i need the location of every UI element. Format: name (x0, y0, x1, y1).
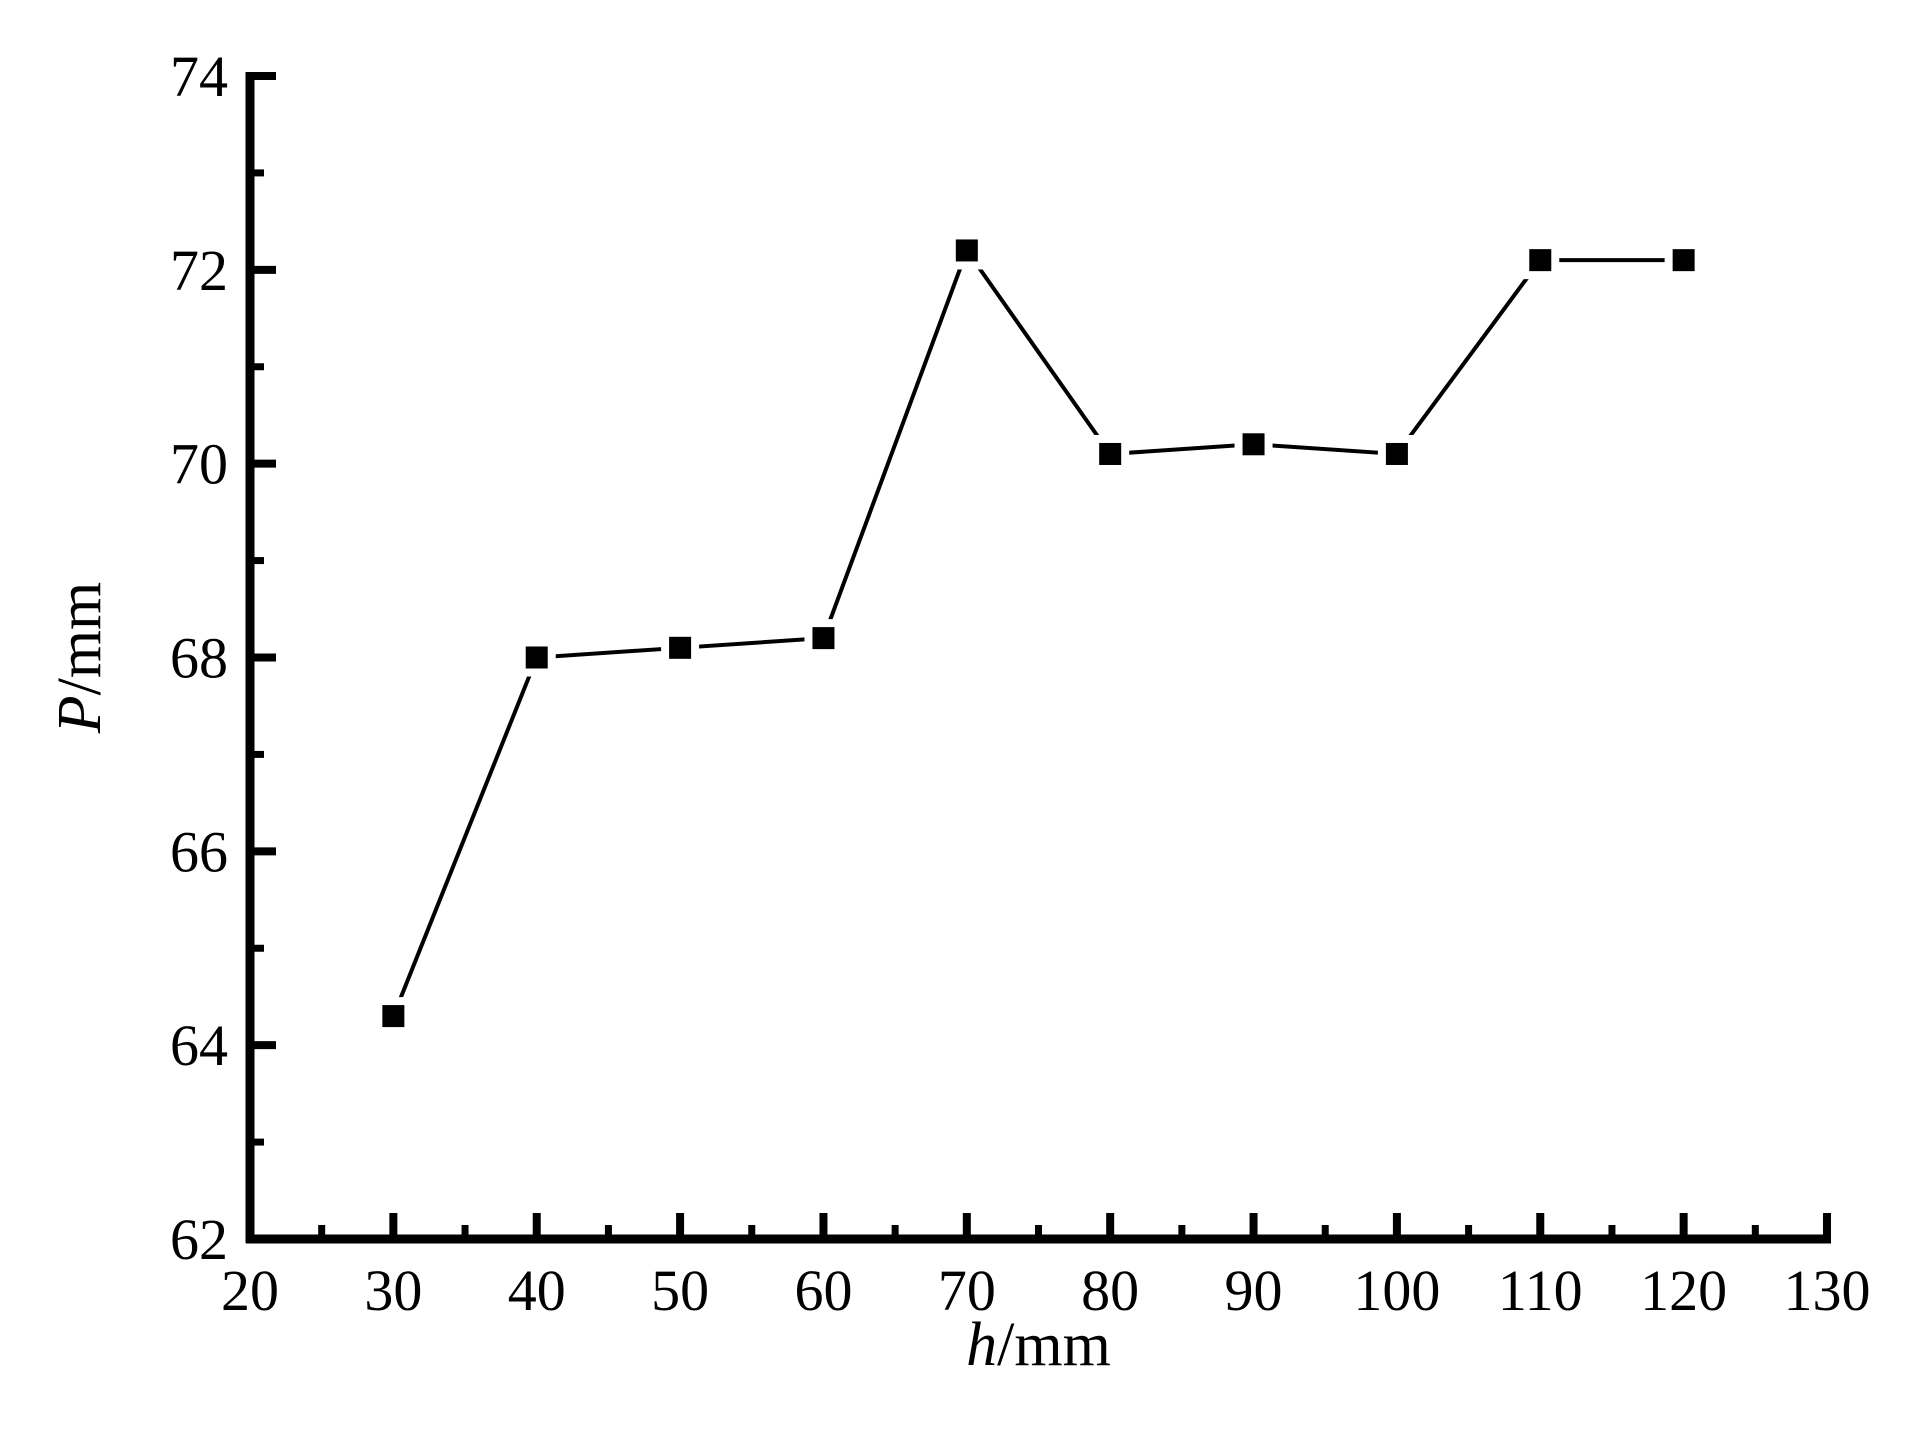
data-point-marker (1672, 249, 1695, 272)
y-tick-label: 64 (170, 1013, 228, 1078)
y-axis-ticks: 62 64 66 68 70 72 74 (170, 44, 276, 1272)
y-tick-label: 70 (170, 432, 228, 497)
y-axis-title: P/mm (46, 582, 114, 735)
data-point-marker (525, 646, 548, 669)
x-tick-label: 40 (508, 1258, 566, 1323)
y-tick-label: 62 (170, 1207, 228, 1272)
x-tick-label: 30 (364, 1258, 422, 1323)
x-axis-title: h/mm (966, 1311, 1111, 1379)
data-point-marker (669, 636, 692, 659)
data-point-marker (382, 1005, 405, 1028)
x-tick-label: 130 (1784, 1258, 1871, 1323)
data-point-marker (955, 239, 978, 262)
x-tick-label: 90 (1225, 1258, 1283, 1323)
data-point-marker (1099, 442, 1122, 465)
x-axis-unit: /mm (997, 1311, 1111, 1379)
series-layer (374, 231, 1703, 1036)
data-point-marker (1242, 433, 1265, 456)
x-tick-label: 50 (651, 1258, 709, 1323)
y-axis-unit: /mm (46, 582, 114, 696)
x-tick-label: 120 (1640, 1258, 1727, 1323)
x-tick-label: 110 (1498, 1258, 1583, 1323)
x-axis-ticks: 20 30 40 50 60 70 80 90 100 110 120 130 (221, 1213, 1871, 1323)
data-point-marker (1529, 249, 1552, 272)
x-tick-label: 70 (938, 1258, 996, 1323)
data-point-marker (1385, 442, 1408, 465)
x-tick-label: 60 (794, 1258, 852, 1323)
x-tick-label: 80 (1081, 1258, 1139, 1323)
y-tick-label: 72 (170, 238, 228, 303)
y-tick-label: 74 (170, 44, 228, 109)
x-tick-label: 20 (221, 1258, 279, 1323)
series-line (391, 246, 1684, 1017)
x-axis-symbol: h (966, 1311, 997, 1379)
y-tick-label: 68 (170, 626, 228, 691)
y-tick-label: 66 (170, 819, 228, 884)
y-axis-symbol: P (46, 695, 114, 734)
x-tick-label: 100 (1353, 1258, 1440, 1323)
data-point-marker (812, 627, 835, 650)
axes (245, 72, 1831, 1244)
